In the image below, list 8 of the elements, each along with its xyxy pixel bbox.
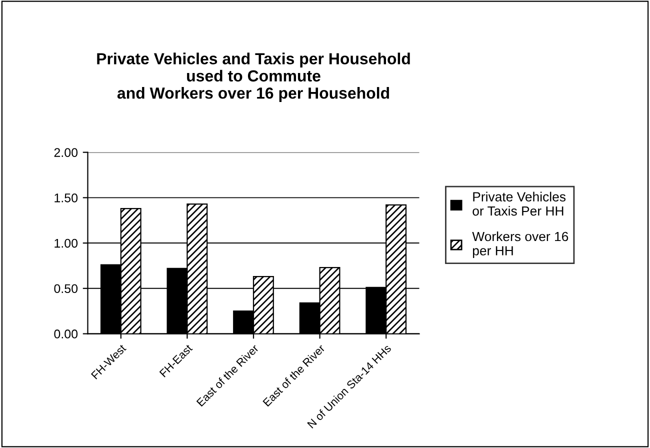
y-tick-label: 1.50 — [54, 193, 78, 202]
y-tick-label: 0.00 — [54, 330, 78, 338]
y-tick-label: 0.50 — [54, 284, 78, 294]
chart-title: Private Vehicles and Taxis per Household used to Commute and Workers over 16 per Household — [97, 52, 410, 102]
y-tick-label: 2.00 — [54, 148, 78, 157]
y-tick-label: 1.00 — [54, 238, 78, 248]
legend-label: Workers over 16 per HH — [472, 231, 568, 258]
legend-label: Private Vehicles or Taxis Per HH — [472, 192, 566, 216]
